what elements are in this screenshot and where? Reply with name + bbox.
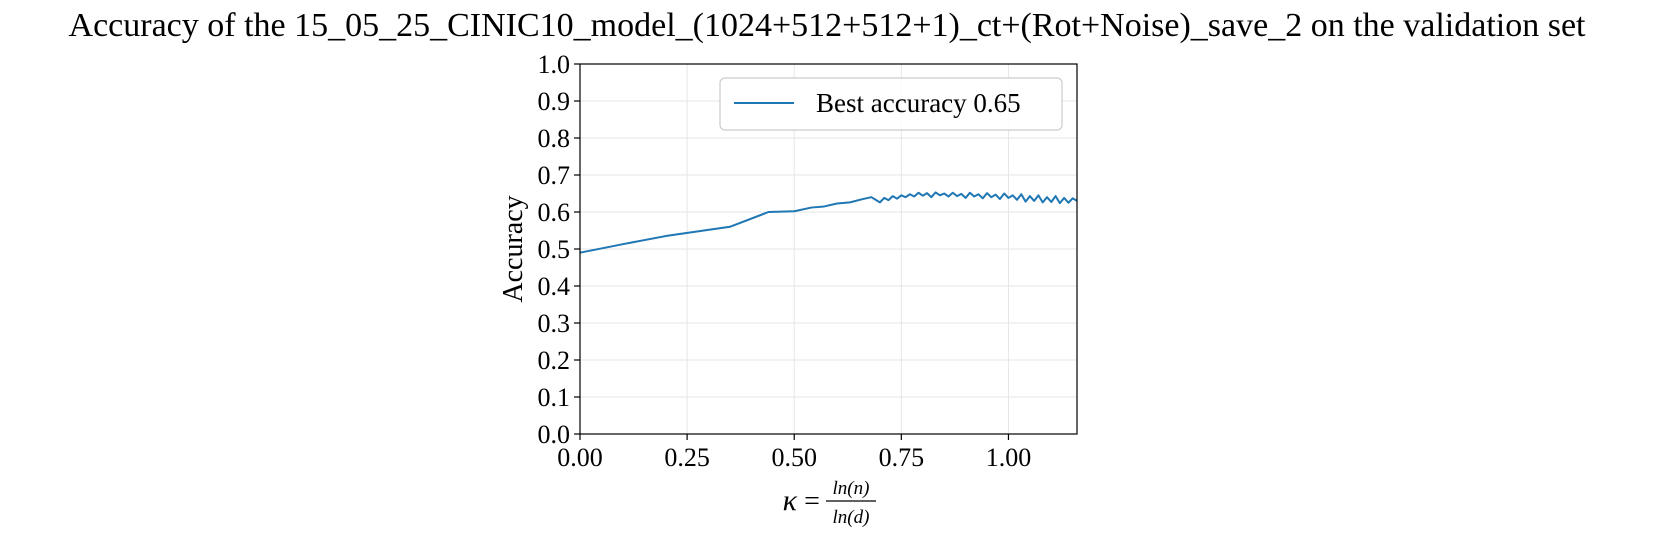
y-tick-label: 0.3 [538, 309, 571, 338]
x-tick-label: 0.25 [664, 443, 710, 472]
y-tick-label: 0.0 [538, 420, 571, 449]
x-tick-label: 0.00 [557, 443, 603, 472]
x-tick-label: 1.00 [986, 443, 1032, 472]
x-tick-label: 0.75 [879, 443, 925, 472]
x-axis-label-equals: = [804, 486, 820, 517]
series-layer [579, 191, 1078, 254]
legend: Best accuracy 0.65 [719, 77, 1063, 131]
legend-entry-label: Best accuracy 0.65 [816, 88, 1021, 118]
y-tick-label: 0.1 [538, 383, 571, 412]
x-axis-label-denominator: ln(d) [833, 507, 870, 528]
x-axis-label-numerator: ln(n) [833, 478, 870, 499]
y-axis-label: Accuracy [498, 195, 529, 302]
series-line [579, 191, 1078, 254]
y-tick-label: 0.9 [538, 87, 571, 116]
x-axis-label-symbol: κ [783, 484, 798, 517]
y-tick-label: 0.7 [538, 161, 571, 190]
y-tick-label: 0.5 [538, 235, 571, 264]
y-tick-label: 0.4 [538, 272, 571, 301]
legend-box [719, 77, 1063, 131]
x-axis-label: κ = ln(n) ln(d) [783, 478, 876, 528]
y-tick-label: 0.6 [538, 198, 571, 227]
y-tick-label: 0.8 [538, 124, 571, 153]
chart-title: Accuracy of the 15_05_25_CINIC10_model_(… [69, 7, 1587, 44]
y-tick-label: 0.2 [538, 346, 571, 375]
x-tick-label: 0.50 [771, 443, 817, 472]
y-tick-label: 1.0 [538, 50, 571, 79]
axis-ticks: 0.0 0.1 0.2 0.3 0.4 0.5 0.6 0.7 0.8 0.9 1.0 0.00 0.2… [538, 50, 1032, 472]
